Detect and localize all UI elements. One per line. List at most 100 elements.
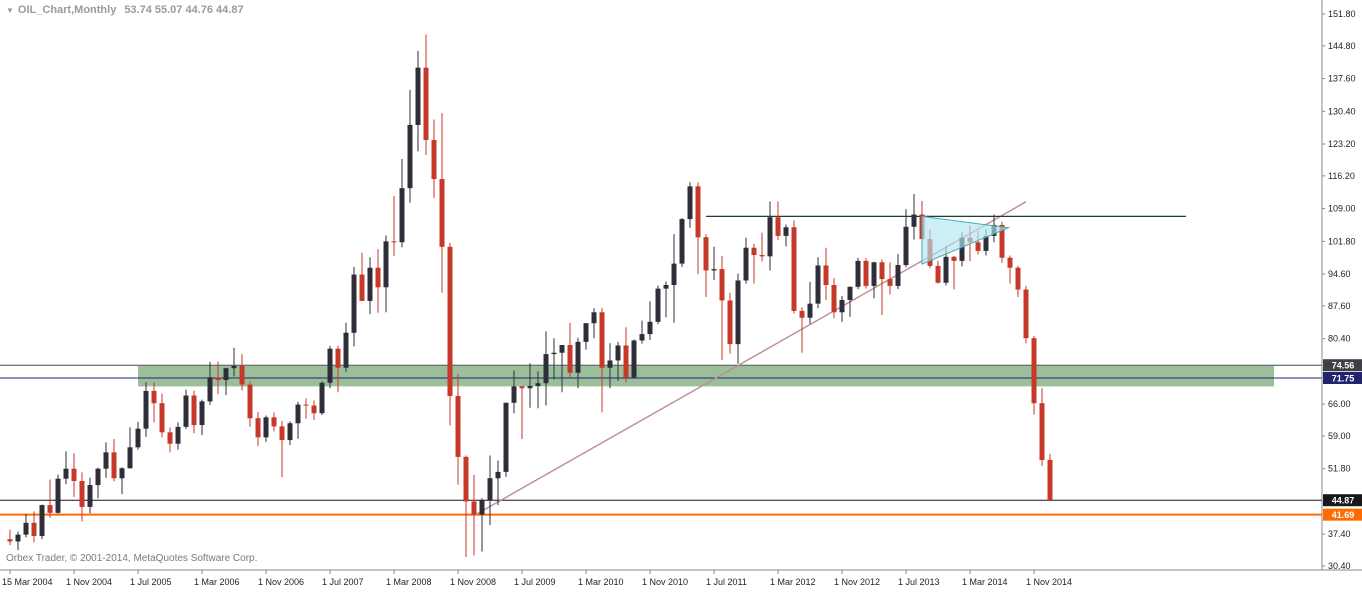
time-axis-label: 1 Nov 2008 bbox=[450, 577, 496, 587]
candle-body bbox=[367, 267, 373, 301]
candle-body bbox=[1015, 267, 1021, 290]
time-axis-label: 1 Mar 2014 bbox=[962, 577, 1008, 587]
candle-body bbox=[639, 334, 645, 341]
candle-body bbox=[847, 286, 853, 301]
time-axis-label: 15 Mar 2004 bbox=[2, 577, 53, 587]
time-axis-label: 1 Mar 2012 bbox=[770, 577, 816, 587]
price-axis-label: 80.40 bbox=[1328, 334, 1351, 344]
candle-body bbox=[807, 303, 813, 318]
candle-body bbox=[727, 300, 733, 345]
candle-body bbox=[959, 237, 965, 261]
collapse-triangle-icon[interactable]: ▼ bbox=[6, 6, 14, 15]
price-badge-71.75 bbox=[1323, 371, 1362, 384]
candle-body bbox=[7, 539, 13, 542]
candle-body bbox=[479, 500, 485, 515]
price-badge-label: 71.75 bbox=[1332, 373, 1355, 383]
candle-body bbox=[447, 246, 453, 396]
support-zone-rect[interactable] bbox=[138, 365, 1274, 387]
candle-body bbox=[719, 269, 725, 301]
chart-ohlc-values: 53.74 55.07 44.76 44.87 bbox=[124, 4, 244, 16]
candle-body bbox=[383, 241, 389, 288]
candle-body bbox=[783, 227, 789, 236]
candle-body bbox=[127, 447, 133, 469]
candle-body bbox=[175, 426, 181, 444]
candle-body bbox=[79, 480, 85, 507]
candle-body bbox=[39, 505, 45, 536]
candle-body bbox=[391, 241, 397, 243]
candle-body bbox=[255, 418, 261, 438]
candle-body bbox=[415, 67, 421, 125]
candles-group bbox=[7, 34, 1053, 557]
copyright-text: Orbex Trader, © 2001-2014, MetaQuotes So… bbox=[6, 553, 258, 564]
candle-body bbox=[895, 264, 901, 286]
candle-body bbox=[903, 226, 909, 265]
price-axis-label: 87.60 bbox=[1328, 301, 1351, 311]
candle-body bbox=[71, 468, 77, 481]
candle-body bbox=[23, 522, 29, 535]
candle-body bbox=[983, 235, 989, 251]
candle-body bbox=[591, 312, 597, 324]
price-badge-74.56 bbox=[1323, 359, 1362, 372]
candle-body bbox=[647, 321, 653, 335]
price-badge-44.87 bbox=[1323, 494, 1362, 507]
candle-body bbox=[623, 345, 629, 378]
price-axis-label: 116.20 bbox=[1328, 171, 1355, 181]
candle-body bbox=[599, 312, 605, 368]
candle-body bbox=[199, 401, 205, 426]
candle-body bbox=[191, 395, 197, 426]
candle-body bbox=[1023, 289, 1029, 339]
candle-body bbox=[487, 478, 493, 501]
price-axis-label: 123.20 bbox=[1328, 139, 1356, 149]
price-axis-label: 30.40 bbox=[1328, 561, 1351, 571]
candle-body bbox=[799, 310, 805, 318]
candle-body bbox=[167, 432, 173, 444]
candle-body bbox=[295, 404, 301, 424]
candle-body bbox=[111, 452, 117, 479]
candle-body bbox=[399, 188, 405, 243]
candle-body bbox=[159, 403, 165, 433]
candle-body bbox=[519, 386, 525, 389]
candle-body bbox=[279, 426, 285, 441]
time-axis-label: 1 Nov 2010 bbox=[642, 577, 688, 587]
candle-body bbox=[615, 345, 621, 361]
candle-body bbox=[63, 468, 69, 479]
candle-body bbox=[879, 262, 885, 280]
candle-body bbox=[343, 332, 349, 368]
candle-body bbox=[663, 285, 669, 289]
candle-body bbox=[271, 417, 277, 427]
candle-body bbox=[911, 214, 917, 227]
candle-body bbox=[183, 395, 189, 427]
candle-body bbox=[47, 505, 53, 513]
candle-body bbox=[711, 269, 717, 271]
price-badge-41.69 bbox=[1323, 508, 1362, 521]
candle-body bbox=[583, 323, 589, 342]
candle-body bbox=[703, 237, 709, 271]
candle-body bbox=[607, 360, 613, 368]
candle-body bbox=[119, 468, 125, 479]
candle-body bbox=[863, 260, 869, 286]
candle-body bbox=[543, 354, 549, 384]
price-axis-label: 130.40 bbox=[1328, 106, 1356, 116]
candle-body bbox=[815, 265, 821, 304]
candle-body bbox=[695, 186, 701, 238]
price-badge-label: 41.69 bbox=[1332, 510, 1355, 520]
candle-body bbox=[495, 471, 501, 479]
chart-title: ▼ OIL_Chart,Monthly 53.74 55.07 44.76 44.8… bbox=[6, 4, 244, 16]
candle-body bbox=[287, 423, 293, 441]
candle-body bbox=[503, 402, 509, 472]
time-axis-label: 1 Jul 2013 bbox=[898, 577, 940, 587]
candle-body bbox=[823, 265, 829, 286]
price-axis-label: 109.00 bbox=[1328, 204, 1356, 214]
price-axis-label: 137.60 bbox=[1328, 74, 1356, 84]
pennant-pattern[interactable] bbox=[921, 215, 1011, 265]
candle-body bbox=[1039, 403, 1045, 461]
candle-body bbox=[871, 262, 877, 286]
candle-body bbox=[767, 217, 773, 257]
candle-body bbox=[319, 382, 325, 414]
candle-body bbox=[535, 383, 541, 386]
candle-body bbox=[999, 224, 1005, 258]
candle-body bbox=[975, 242, 981, 251]
candle-body bbox=[679, 219, 685, 264]
candle-body bbox=[15, 534, 21, 542]
